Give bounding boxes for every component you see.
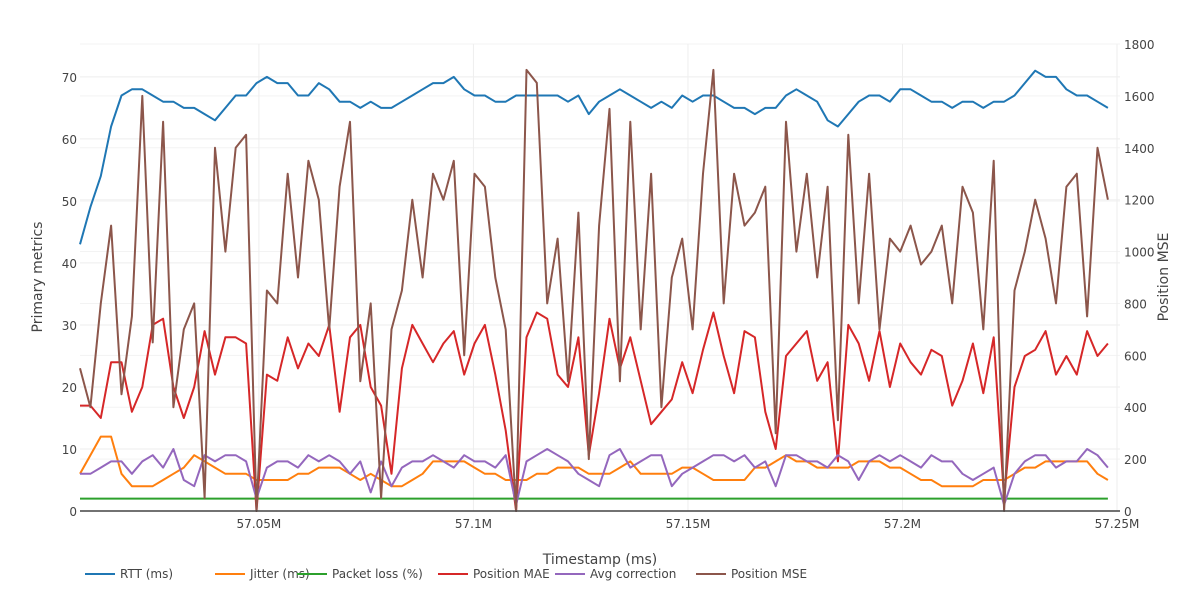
y-tick-label: 20 <box>62 381 77 395</box>
series-line-position-mse <box>79 68 1109 512</box>
y-tick-label: 10 <box>62 443 77 457</box>
y2-axis-title: Position MSE <box>1156 233 1172 322</box>
legend-item: Jitter (ms) <box>215 567 310 581</box>
legend-item: RTT (ms) <box>85 567 173 581</box>
series-lines <box>79 68 1109 512</box>
y2-tick-label: 200 <box>1124 453 1147 467</box>
series-line-jitter-ms <box>79 435 1109 488</box>
series-line-rtt-ms <box>79 69 1109 245</box>
y-tick-label: 0 <box>69 505 77 519</box>
legend-item: Position MSE <box>696 567 807 581</box>
y2-tick-label: 1200 <box>1124 194 1155 208</box>
legend-label: Jitter (ms) <box>249 567 310 581</box>
y2-tick-label: 1800 <box>1124 38 1155 52</box>
y2-tick-label: 800 <box>1124 297 1147 311</box>
x-tick-label: 57.05M <box>237 517 282 531</box>
legend-label: Packet loss (%) <box>332 567 423 581</box>
x-tick-label: 57.15M <box>666 517 711 531</box>
grid <box>80 43 1120 511</box>
legend-label: RTT (ms) <box>120 567 173 581</box>
y-axis-title: Primary metrics <box>30 222 46 333</box>
y2-tick-label: 1000 <box>1124 246 1155 260</box>
y-tick-label: 60 <box>62 133 77 147</box>
y2-tick-label: 1600 <box>1124 90 1155 104</box>
legend-label: Avg correction <box>590 567 676 581</box>
y2-tick-label: 1400 <box>1124 142 1155 156</box>
axes: 0 200 400 600 800 1000 1200 1400 1600 1800 0 10 20 30… <box>62 38 1155 531</box>
series-line-position-mae <box>80 311 1109 512</box>
y2-tick-label: 0 <box>1124 505 1132 519</box>
series-line-avg-correction <box>80 448 1109 506</box>
y2-tick-label: 400 <box>1124 401 1147 415</box>
y-tick-label: 70 <box>62 71 77 85</box>
x-axis-title: Timestamp (ms) <box>542 552 657 568</box>
legend-item: Position MAE <box>438 567 550 581</box>
legend-item: Packet loss (%) <box>297 567 423 581</box>
x-tick-label: 57.25M <box>1095 517 1140 531</box>
y-tick-label: 40 <box>62 257 77 271</box>
y-tick-label: 50 <box>62 195 77 209</box>
legend-label: Position MSE <box>731 567 807 581</box>
legend: RTT (ms) Jitter (ms) Packet loss (%) Positi… <box>85 567 807 581</box>
x-tick-label: 57.2M <box>884 517 921 531</box>
legend-label: Position MAE <box>473 567 550 581</box>
y2-tick-label: 600 <box>1124 349 1147 363</box>
legend-item: Avg correction <box>555 567 676 581</box>
y-tick-label: 30 <box>62 319 77 333</box>
x-tick-label: 57.1M <box>455 517 492 531</box>
